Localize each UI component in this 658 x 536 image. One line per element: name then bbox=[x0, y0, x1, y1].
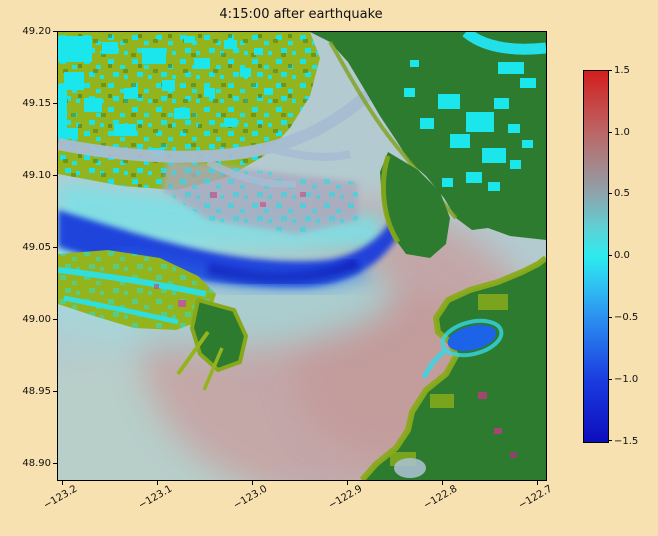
y-tick-label: 48.90 bbox=[22, 458, 51, 469]
x-tick-label: −122.9 bbox=[326, 483, 365, 512]
colorbar-tick-label: 0.5 bbox=[614, 188, 630, 199]
y-tick-label: 49.15 bbox=[22, 98, 51, 109]
x-tick-label: −123.0 bbox=[231, 483, 270, 512]
y-tick bbox=[53, 103, 57, 104]
colorbar-tick bbox=[608, 379, 612, 380]
colorbar-tick bbox=[608, 317, 612, 318]
y-tick-label: 49.10 bbox=[22, 170, 51, 181]
headland-region bbox=[380, 152, 450, 258]
x-tick bbox=[252, 481, 253, 485]
x-tick bbox=[442, 481, 443, 485]
y-tick-label: 49.00 bbox=[22, 314, 51, 325]
x-tick-label: −123.1 bbox=[136, 483, 175, 512]
x-tick-label: −123.2 bbox=[41, 483, 80, 512]
colorbar-tick bbox=[608, 440, 612, 441]
simulation-map bbox=[58, 32, 546, 480]
colorbar-tick-label: −0.5 bbox=[614, 312, 639, 323]
y-tick bbox=[53, 175, 57, 176]
x-tick bbox=[537, 481, 538, 485]
y-tick-label: 49.20 bbox=[22, 26, 51, 37]
urban-lowland-region bbox=[162, 160, 358, 234]
y-tick-label: 48.95 bbox=[22, 386, 51, 397]
x-tick bbox=[62, 481, 63, 485]
mountain-lakes bbox=[404, 60, 533, 191]
x-tick-label: −122.7 bbox=[516, 483, 555, 512]
y-tick-label: 49.05 bbox=[22, 242, 51, 253]
y-tick bbox=[53, 463, 57, 464]
y-tick bbox=[53, 391, 57, 392]
plot-title: 4:15:00 after earthquake bbox=[219, 7, 383, 22]
southeast-land-region bbox=[359, 255, 546, 480]
colorbar-tick-label: −1.5 bbox=[614, 436, 639, 447]
colorbar-tick-label: 0.0 bbox=[614, 250, 630, 261]
y-tick bbox=[53, 247, 57, 248]
mountains-region bbox=[310, 32, 546, 240]
delta-region bbox=[58, 250, 249, 391]
x-tick bbox=[347, 481, 348, 485]
colorbar-tick bbox=[608, 255, 612, 256]
colorbar-tick bbox=[608, 132, 612, 133]
y-tick bbox=[53, 319, 57, 320]
y-tick bbox=[53, 31, 57, 32]
colorbar bbox=[583, 70, 609, 443]
colorbar-tick-label: 1.5 bbox=[614, 65, 630, 76]
colorbar-tick-label: 1.0 bbox=[614, 127, 630, 138]
x-tick bbox=[157, 481, 158, 485]
colorbar-tick-label: −1.0 bbox=[614, 374, 639, 385]
colorbar-tick bbox=[608, 70, 612, 71]
x-tick-label: −122.8 bbox=[421, 483, 460, 512]
colorbar-tick bbox=[608, 193, 612, 194]
map-plot-area bbox=[57, 31, 547, 481]
